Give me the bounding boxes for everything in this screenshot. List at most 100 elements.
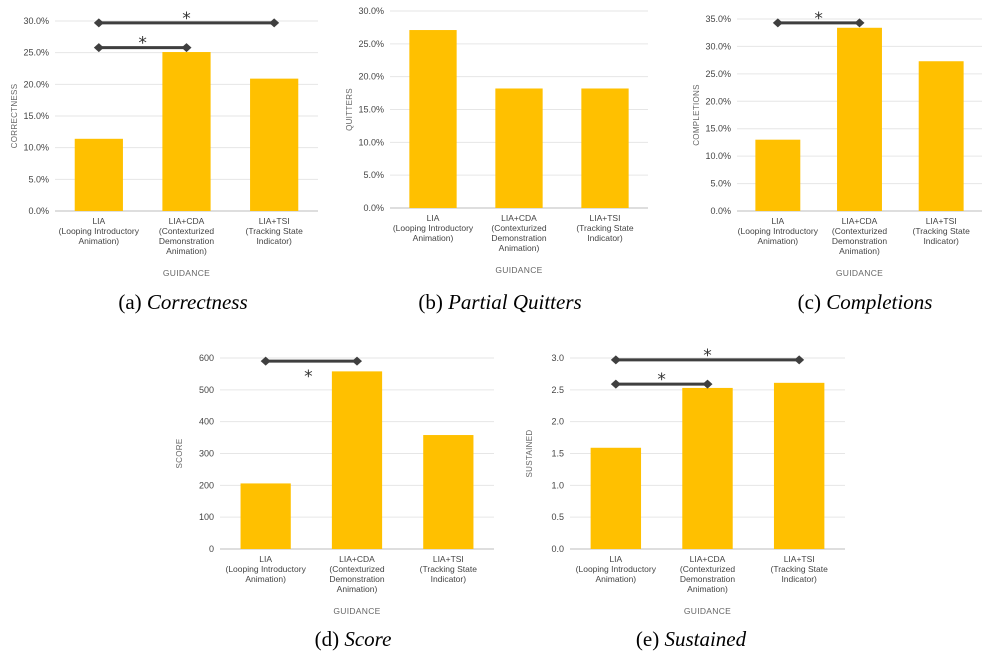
significance-marker (269, 18, 280, 28)
significance-star: * (657, 370, 666, 390)
bar (74, 138, 123, 211)
y-tick-label: 35.0% (705, 14, 731, 24)
caption-e-prefix: (e) (635, 627, 660, 651)
y-tick-label: 200 (199, 480, 214, 490)
y-tick-label: 5.0% (28, 174, 49, 184)
x-category-label: LIA+TSI (Tracking State Indicator) (771, 554, 829, 584)
significance-star: * (138, 34, 147, 54)
y-tick-label: 2.0 (551, 417, 564, 427)
y-tick-label: 0.0 (551, 544, 564, 554)
bar (240, 483, 291, 549)
caption-a-prefix: (a) (118, 290, 142, 314)
significance-marker (610, 379, 621, 389)
x-category-label: LIA (Looping Introductory Animation) (59, 216, 140, 246)
caption-c: (c) Completions (798, 290, 933, 315)
caption-a: (a) Correctness (118, 290, 247, 315)
x-category-label: LIA+TSI (Tracking State Indicator) (246, 216, 304, 246)
x-category-label: LIA (Looping Introductory Animation) (393, 213, 474, 243)
caption-d-title: Score (344, 627, 392, 651)
x-axis-title: GUIDANCE (684, 606, 731, 616)
y-tick-label: 10.0% (358, 137, 384, 147)
caption-b-title: Partial Quitters (448, 290, 582, 314)
y-tick-label: 0.5 (551, 512, 564, 522)
x-axis-title: GUIDANCE (495, 265, 542, 275)
y-tick-label: 20.0% (358, 72, 384, 82)
y-tick-label: 0.0% (28, 206, 49, 216)
caption-d: (d) Score (315, 627, 392, 652)
y-tick-label: 20.0% (23, 79, 49, 89)
x-axis-title: GUIDANCE (163, 268, 210, 278)
x-category-label: LIA+CDA (Contexturized Demonstration Animat… (159, 216, 215, 256)
y-tick-label: 0.0% (363, 203, 384, 213)
chart-d-score: 0 100 200 300 400 500 600 LIA (Looping Introduct… (175, 353, 494, 616)
y-axis-title: SCORE (175, 439, 184, 469)
y-tick-label: 10.0% (705, 151, 731, 161)
y-tick-label: 1.0 (551, 480, 564, 490)
bar (250, 78, 299, 211)
caption-e-title: Sustained (664, 627, 747, 651)
y-tick-label: 100 (199, 512, 214, 522)
significance-star: * (814, 9, 823, 29)
significance-star: * (304, 367, 313, 387)
chart-c-completions: 0.0% 5.0% 10.0% 15.0% 20.0% 25.0% 30.0% 35.0% LI… (692, 9, 982, 278)
chart-e-sustained: 0.0 0.5 1.0 1.5 2.0 2.5 3.0 LIA (Looping Introdu… (525, 346, 845, 616)
caption-e: (e) Sustained (636, 627, 746, 652)
y-axis-title: COMPLETIONS (692, 84, 701, 146)
y-axis-title: SUSTAINED (525, 430, 534, 478)
bar (773, 382, 825, 549)
x-category-label: LIA (Looping Introductory Animation) (226, 554, 307, 584)
x-category-label: LIA+CDA (Contexturized Demonstration Animat… (680, 554, 736, 594)
y-tick-label: 5.0% (363, 170, 384, 180)
caption-c-title: Completions (826, 290, 933, 314)
bar (331, 371, 383, 549)
y-tick-label: 25.0% (358, 39, 384, 49)
significance-marker (772, 18, 783, 28)
significance-marker (702, 379, 713, 389)
bar (682, 387, 733, 549)
y-tick-label: 30.0% (705, 41, 731, 51)
y-tick-label: 2.5 (551, 385, 564, 395)
bar (409, 30, 457, 208)
y-tick-label: 0 (209, 544, 214, 554)
y-tick-label: 30.0% (358, 6, 384, 16)
caption-d-prefix: (d) (314, 627, 340, 651)
y-tick-label: 10.0% (23, 143, 49, 153)
significance-star: * (182, 9, 191, 29)
bar (837, 27, 882, 211)
significance-marker (181, 43, 192, 53)
x-category-label: LIA+CDA (Contexturized Demonstration Animat… (832, 216, 888, 256)
significance-marker (610, 355, 621, 365)
significance-star: * (703, 346, 712, 366)
y-tick-label: 0.0% (710, 206, 731, 216)
y-tick-label: 25.0% (705, 69, 731, 79)
bar (755, 139, 801, 211)
bar (495, 88, 543, 208)
y-tick-label: 25.0% (23, 48, 49, 58)
y-tick-label: 15.0% (705, 124, 731, 134)
y-tick-label: 15.0% (358, 105, 384, 115)
x-category-label: LIA+TSI (Tracking State Indicator) (913, 216, 971, 246)
y-tick-label: 20.0% (705, 96, 731, 106)
x-axis-title: GUIDANCE (333, 606, 380, 616)
y-axis-title: QUITTERS (345, 88, 354, 131)
bar (162, 52, 211, 212)
x-axis-title: GUIDANCE (836, 268, 883, 278)
y-tick-label: 3.0 (551, 353, 564, 363)
x-category-label: LIA (Looping Introductory Animation) (576, 554, 657, 584)
bar (581, 88, 629, 208)
bar (423, 435, 474, 549)
x-category-label: LIA+CDA (Contexturized Demonstration Animat… (491, 213, 547, 253)
y-tick-label: 600 (199, 353, 214, 363)
significance-marker (352, 356, 362, 366)
chart-b-partial-quitters: 0.0% 5.0% 10.0% 15.0% 20.0% 25.0% 30.0% LIA (Loo… (345, 6, 648, 275)
x-category-label: LIA+CDA (Contexturized Demonstration Animat… (329, 554, 385, 594)
y-tick-label: 30.0% (23, 16, 49, 26)
y-tick-label: 5.0% (710, 179, 731, 189)
significance-marker (93, 43, 104, 53)
y-axis-title: CORRECTNESS (10, 84, 19, 149)
y-tick-label: 400 (199, 417, 214, 427)
significance-marker (854, 18, 865, 28)
significance-marker (93, 18, 104, 28)
y-tick-label: 15.0% (23, 111, 49, 121)
caption-b-prefix: (b) (418, 290, 443, 314)
